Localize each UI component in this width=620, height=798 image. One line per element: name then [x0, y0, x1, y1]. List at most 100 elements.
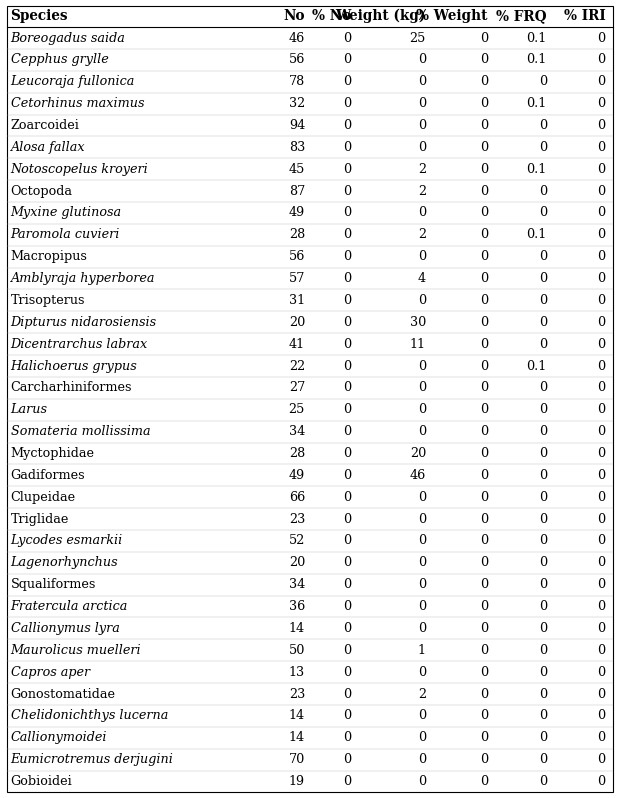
Text: 0: 0: [343, 207, 352, 219]
Text: Trisopterus: Trisopterus: [11, 294, 85, 307]
Text: 0: 0: [418, 731, 426, 745]
Text: Dipturus nidarosiensis: Dipturus nidarosiensis: [11, 316, 157, 329]
Text: 0: 0: [480, 622, 488, 635]
Text: 83: 83: [289, 141, 305, 154]
Text: Triglidae: Triglidae: [11, 512, 69, 526]
Text: 0: 0: [418, 600, 426, 613]
Text: 0: 0: [480, 184, 488, 198]
Text: 0: 0: [418, 666, 426, 678]
Text: 57: 57: [289, 272, 305, 285]
Text: 0: 0: [480, 709, 488, 722]
Text: 0: 0: [343, 316, 352, 329]
Text: 0: 0: [480, 666, 488, 678]
Text: Capros aper: Capros aper: [11, 666, 90, 678]
Text: 0: 0: [539, 753, 547, 766]
Text: Lagenorhynchus: Lagenorhynchus: [11, 556, 118, 569]
Text: 28: 28: [289, 447, 305, 460]
Text: 0: 0: [598, 31, 606, 45]
Text: 0: 0: [598, 622, 606, 635]
Text: % FRQ: % FRQ: [496, 9, 547, 23]
Text: 0: 0: [480, 775, 488, 788]
Text: 0: 0: [343, 644, 352, 657]
Text: 2: 2: [418, 163, 426, 176]
Text: Amblyraja hyperborea: Amblyraja hyperborea: [11, 272, 155, 285]
Text: 0: 0: [343, 228, 352, 241]
Text: 4: 4: [418, 272, 426, 285]
Text: 0: 0: [598, 141, 606, 154]
Text: 0: 0: [343, 53, 352, 66]
Text: Gonostomatidae: Gonostomatidae: [11, 688, 115, 701]
Text: 0: 0: [598, 447, 606, 460]
Text: 0: 0: [480, 97, 488, 110]
Text: 0: 0: [598, 316, 606, 329]
Text: 0.1: 0.1: [526, 228, 547, 241]
Text: 0: 0: [418, 294, 426, 307]
Text: 0: 0: [343, 709, 352, 722]
Text: 0: 0: [539, 425, 547, 438]
Text: 0: 0: [480, 294, 488, 307]
Text: 0: 0: [539, 272, 547, 285]
Text: 0: 0: [539, 600, 547, 613]
Text: 0: 0: [480, 535, 488, 547]
Text: 0: 0: [480, 207, 488, 219]
Text: 1: 1: [418, 644, 426, 657]
Text: 0: 0: [418, 97, 426, 110]
Text: Octopoda: Octopoda: [11, 184, 73, 198]
Text: 0.1: 0.1: [526, 360, 547, 373]
Text: 0: 0: [343, 622, 352, 635]
Text: 46: 46: [410, 469, 426, 482]
Text: 0: 0: [539, 207, 547, 219]
Text: 0: 0: [598, 75, 606, 89]
Text: 49: 49: [289, 207, 305, 219]
Text: 0: 0: [480, 360, 488, 373]
Text: Callionymus lyra: Callionymus lyra: [11, 622, 120, 635]
Text: 27: 27: [289, 381, 305, 394]
Text: 0: 0: [480, 447, 488, 460]
Text: Cepphus grylle: Cepphus grylle: [11, 53, 108, 66]
Text: 0: 0: [598, 579, 606, 591]
Text: 0: 0: [539, 709, 547, 722]
Text: 0: 0: [480, 556, 488, 569]
Text: Notoscopelus kroyeri: Notoscopelus kroyeri: [11, 163, 148, 176]
Text: 0: 0: [343, 600, 352, 613]
Text: 70: 70: [289, 753, 305, 766]
Text: 0: 0: [418, 119, 426, 132]
Text: 0: 0: [343, 75, 352, 89]
Text: 23: 23: [289, 512, 305, 526]
Text: 0: 0: [418, 535, 426, 547]
Text: 0: 0: [598, 556, 606, 569]
Text: 0.1: 0.1: [526, 163, 547, 176]
Text: 14: 14: [289, 622, 305, 635]
Text: 0: 0: [343, 184, 352, 198]
Text: % Weight: % Weight: [417, 9, 488, 23]
Text: 0: 0: [418, 360, 426, 373]
Text: 0: 0: [539, 579, 547, 591]
Text: 36: 36: [289, 600, 305, 613]
Text: 0.1: 0.1: [526, 97, 547, 110]
Text: 0: 0: [480, 316, 488, 329]
Text: 0.1: 0.1: [526, 31, 547, 45]
Text: % IRI: % IRI: [564, 9, 606, 23]
Text: 0: 0: [598, 163, 606, 176]
Text: 49: 49: [289, 469, 305, 482]
Text: 14: 14: [289, 709, 305, 722]
Text: Macropipus: Macropipus: [11, 251, 87, 263]
Text: 0: 0: [539, 447, 547, 460]
Text: 0: 0: [598, 97, 606, 110]
Text: 56: 56: [289, 53, 305, 66]
Text: 14: 14: [289, 731, 305, 745]
Text: 0: 0: [418, 251, 426, 263]
Text: No: No: [283, 9, 305, 23]
Text: 0: 0: [480, 251, 488, 263]
Text: 0: 0: [343, 360, 352, 373]
Text: 0: 0: [539, 491, 547, 504]
Text: 13: 13: [289, 666, 305, 678]
Text: Paromola cuvieri: Paromola cuvieri: [11, 228, 120, 241]
Text: 0.1: 0.1: [526, 53, 547, 66]
Text: 0: 0: [343, 141, 352, 154]
Text: Carcharhiniformes: Carcharhiniformes: [11, 381, 132, 394]
Text: 22: 22: [289, 360, 305, 373]
Text: 0: 0: [343, 491, 352, 504]
Text: Larus: Larus: [11, 403, 48, 417]
Text: 0: 0: [343, 338, 352, 350]
